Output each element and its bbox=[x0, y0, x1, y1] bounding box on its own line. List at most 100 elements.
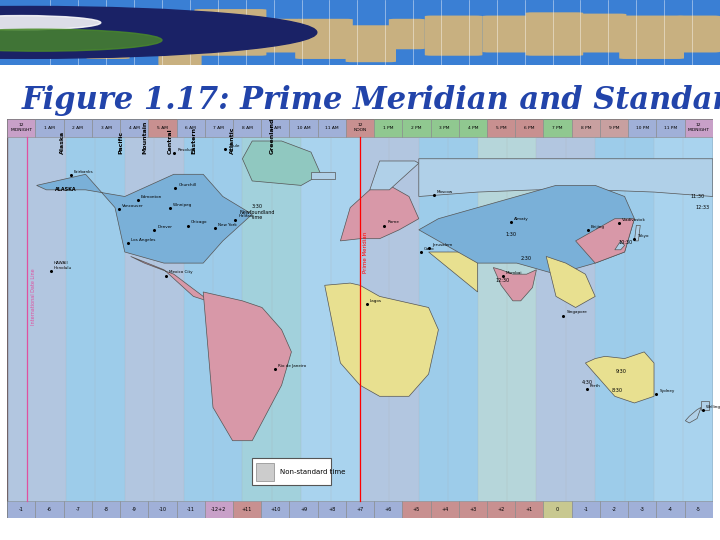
Text: Figure 1.17: Prime Meridian and Standard Time: Figure 1.17: Prime Meridian and Standard… bbox=[22, 85, 720, 116]
Text: +10: +10 bbox=[270, 507, 281, 512]
Text: Pacific: Pacific bbox=[118, 131, 123, 154]
Polygon shape bbox=[370, 161, 419, 190]
Text: 11 PM: 11 PM bbox=[664, 126, 677, 130]
Polygon shape bbox=[615, 241, 624, 250]
FancyBboxPatch shape bbox=[576, 14, 626, 52]
Text: Chicago: Chicago bbox=[192, 220, 208, 224]
Text: -2: -2 bbox=[611, 507, 616, 512]
Text: 0: 0 bbox=[556, 507, 559, 512]
Text: Atlantic: Atlantic bbox=[230, 127, 235, 154]
Text: 1:30: 1:30 bbox=[505, 232, 516, 237]
Bar bbox=[374, 119, 402, 137]
Text: 4:30: 4:30 bbox=[582, 381, 593, 386]
Text: Wellington: Wellington bbox=[706, 405, 720, 409]
Text: -11: -11 bbox=[186, 507, 194, 512]
Text: -1: -1 bbox=[583, 507, 588, 512]
Text: 10 PM: 10 PM bbox=[636, 126, 649, 130]
Text: 12
MIDNIGHT: 12 MIDNIGHT bbox=[688, 123, 710, 132]
Text: Sydney: Sydney bbox=[660, 389, 675, 393]
Polygon shape bbox=[130, 256, 207, 301]
Bar bbox=[148, 119, 176, 137]
Bar bbox=[487, 119, 516, 137]
FancyBboxPatch shape bbox=[194, 9, 266, 56]
Bar bbox=[628, 501, 657, 518]
Bar bbox=[92, 501, 120, 518]
Bar bbox=[92, 119, 120, 137]
Bar bbox=[544, 501, 572, 518]
Text: +4: +4 bbox=[441, 507, 449, 512]
Text: Singapore: Singapore bbox=[567, 310, 587, 314]
Bar bbox=[301, 137, 360, 501]
Bar bbox=[261, 119, 289, 137]
Text: 7 PM: 7 PM bbox=[552, 126, 563, 130]
Text: 7 AM: 7 AM bbox=[213, 126, 225, 130]
Bar bbox=[120, 119, 148, 137]
Bar bbox=[657, 119, 685, 137]
Polygon shape bbox=[311, 172, 335, 179]
Text: -7: -7 bbox=[76, 507, 80, 512]
Polygon shape bbox=[341, 185, 419, 241]
Text: +9: +9 bbox=[300, 507, 307, 512]
Bar bbox=[261, 501, 289, 518]
Polygon shape bbox=[634, 225, 640, 241]
Polygon shape bbox=[685, 407, 701, 423]
Bar bbox=[176, 501, 204, 518]
Text: Resolute: Resolute bbox=[177, 147, 195, 152]
FancyBboxPatch shape bbox=[677, 16, 720, 52]
Bar bbox=[487, 501, 516, 518]
Text: Alaska: Alaska bbox=[60, 131, 65, 154]
Bar bbox=[148, 501, 176, 518]
Bar bbox=[289, 119, 318, 137]
Bar bbox=[184, 137, 243, 501]
Text: 1 AM: 1 AM bbox=[44, 126, 55, 130]
Text: 11:30: 11:30 bbox=[690, 194, 704, 199]
FancyBboxPatch shape bbox=[619, 16, 684, 59]
Text: +8: +8 bbox=[328, 507, 336, 512]
Bar bbox=[7, 137, 66, 501]
Text: 2:30: 2:30 bbox=[521, 256, 532, 261]
Text: 8:30: 8:30 bbox=[611, 388, 622, 393]
Bar bbox=[431, 119, 459, 137]
Text: -4: -4 bbox=[668, 507, 673, 512]
Bar bbox=[7, 501, 35, 518]
Text: 8 PM: 8 PM bbox=[580, 126, 591, 130]
FancyBboxPatch shape bbox=[295, 19, 353, 59]
Text: 2 PM: 2 PM bbox=[411, 126, 422, 130]
Text: Los Angeles: Los Angeles bbox=[131, 238, 156, 242]
FancyBboxPatch shape bbox=[389, 19, 425, 49]
Text: Halifax: Halifax bbox=[238, 214, 253, 218]
Polygon shape bbox=[701, 401, 709, 410]
Bar bbox=[233, 501, 261, 518]
Text: 11 AM: 11 AM bbox=[325, 126, 338, 130]
Text: Tokyo: Tokyo bbox=[636, 234, 648, 238]
Text: Vancouver: Vancouver bbox=[122, 204, 143, 208]
FancyBboxPatch shape bbox=[425, 16, 482, 56]
Text: 4 PM: 4 PM bbox=[468, 126, 478, 130]
Text: +7: +7 bbox=[356, 507, 364, 512]
Bar bbox=[600, 501, 628, 518]
Text: +6: +6 bbox=[384, 507, 392, 512]
Text: -3: -3 bbox=[640, 507, 644, 512]
Bar bbox=[35, 119, 63, 137]
Bar bbox=[572, 501, 600, 518]
Bar bbox=[346, 501, 374, 518]
Text: Cairo: Cairo bbox=[424, 247, 435, 251]
Bar bbox=[595, 137, 654, 501]
Bar bbox=[600, 119, 628, 137]
Text: Rio de Janeiro: Rio de Janeiro bbox=[278, 364, 307, 368]
Bar bbox=[176, 119, 204, 137]
Text: Fairbanks: Fairbanks bbox=[73, 170, 93, 173]
Text: Moscow: Moscow bbox=[436, 190, 453, 194]
Bar bbox=[318, 501, 346, 518]
Bar bbox=[204, 119, 233, 137]
Text: Rome: Rome bbox=[387, 220, 400, 224]
Bar bbox=[459, 119, 487, 137]
Bar bbox=[685, 501, 713, 518]
Bar bbox=[7, 119, 35, 137]
Text: Vladivostok: Vladivostok bbox=[621, 218, 646, 222]
Text: Mexico City: Mexico City bbox=[168, 271, 192, 274]
Circle shape bbox=[0, 6, 317, 58]
Bar bbox=[120, 501, 148, 518]
Text: 10 AM: 10 AM bbox=[297, 126, 310, 130]
Bar bbox=[63, 501, 92, 518]
